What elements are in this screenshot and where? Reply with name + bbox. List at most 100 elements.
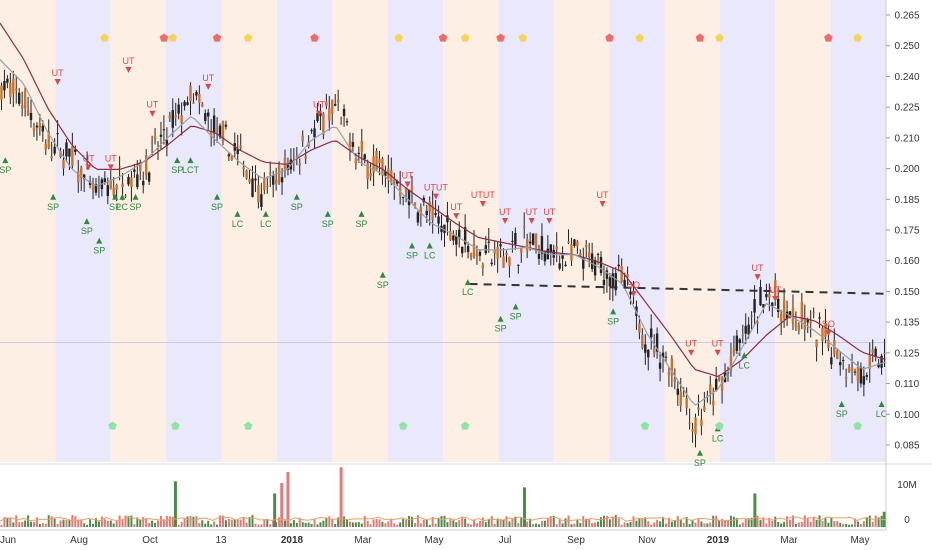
sell-label: UT bbox=[105, 153, 117, 163]
volume-bar bbox=[263, 519, 266, 527]
volume-bar bbox=[853, 518, 856, 527]
volume-bar bbox=[617, 518, 620, 527]
candle-body bbox=[641, 334, 644, 348]
candle-body bbox=[800, 301, 804, 321]
buy-label: SP bbox=[322, 219, 334, 229]
buy-arrow bbox=[324, 210, 331, 217]
buy-arrow bbox=[379, 271, 386, 278]
band-orange bbox=[221, 0, 277, 462]
volume-bar bbox=[703, 523, 706, 527]
candle-body bbox=[251, 178, 254, 197]
volume-pane bbox=[0, 463, 932, 527]
price-axis-ticks: 0.265 0.250 0.240 0.225 0.210 0.200 0.185 0.175… bbox=[886, 11, 920, 452]
volume-bar bbox=[505, 516, 508, 527]
candle-body bbox=[425, 210, 428, 215]
volume-bar bbox=[354, 522, 357, 527]
buy-label: LC bbox=[260, 219, 272, 229]
sell-arrow bbox=[205, 83, 212, 90]
candle-body bbox=[508, 256, 511, 267]
candle-body bbox=[827, 339, 830, 348]
price-tick-label: 0.125 bbox=[894, 348, 919, 359]
volume-bar bbox=[499, 518, 502, 527]
buy-label: SP bbox=[81, 226, 93, 236]
ma-slow-line bbox=[0, 22, 887, 378]
candle-body bbox=[286, 165, 290, 170]
candle-body bbox=[12, 78, 15, 94]
volume-bar bbox=[535, 523, 538, 527]
time-tick-label: Aug bbox=[70, 535, 88, 546]
candle-body bbox=[269, 172, 272, 174]
volume-bar bbox=[874, 515, 877, 527]
volume-bar bbox=[794, 523, 797, 527]
volume-bar bbox=[629, 521, 632, 527]
candle-body bbox=[596, 254, 600, 256]
candle-body bbox=[496, 247, 499, 259]
candle-body bbox=[570, 244, 573, 261]
volume-bar bbox=[839, 522, 842, 527]
buy-label: SP bbox=[171, 165, 183, 175]
volume-bar bbox=[632, 516, 635, 527]
volume-bar bbox=[375, 519, 378, 527]
volume-bar bbox=[777, 521, 780, 527]
volume-bar bbox=[789, 519, 792, 527]
candle-body bbox=[714, 378, 718, 391]
candle-body bbox=[245, 170, 248, 179]
candle-body bbox=[768, 293, 771, 298]
volume-bar bbox=[848, 524, 851, 527]
volume-bar bbox=[771, 520, 774, 527]
candle-body bbox=[109, 180, 112, 190]
candle-body bbox=[449, 231, 452, 240]
candle-body bbox=[407, 189, 411, 206]
volume-bar bbox=[3, 516, 6, 527]
candle-body bbox=[561, 255, 564, 259]
candle-body bbox=[325, 101, 328, 106]
volume-bar bbox=[127, 516, 130, 527]
candle-body bbox=[747, 324, 750, 335]
candle-body bbox=[248, 178, 251, 183]
bottom-dot bbox=[460, 421, 470, 430]
candle-body bbox=[499, 244, 502, 247]
volume-bar bbox=[478, 521, 481, 527]
candle-body bbox=[180, 115, 183, 124]
volume-bar bbox=[605, 515, 608, 527]
volume-bar bbox=[540, 521, 543, 527]
band-orange bbox=[332, 0, 388, 462]
candle-body bbox=[339, 123, 343, 125]
volume-bar bbox=[576, 519, 579, 527]
candle-body bbox=[590, 253, 594, 269]
volume-bar bbox=[552, 515, 555, 527]
buy-arrow bbox=[174, 157, 181, 164]
volume-bar bbox=[30, 521, 33, 527]
top-dot bbox=[460, 33, 470, 42]
candle-body bbox=[753, 299, 756, 313]
volume-bar bbox=[35, 517, 38, 527]
volume-bar bbox=[600, 517, 603, 527]
buy-label: SP bbox=[109, 202, 121, 212]
candle-body bbox=[260, 194, 263, 207]
volume-bar bbox=[224, 520, 227, 527]
candle-body bbox=[419, 207, 423, 217]
time-tick-label: May bbox=[425, 535, 444, 546]
volume-bar bbox=[27, 515, 30, 527]
volume-bar bbox=[198, 523, 201, 527]
buy-arrow bbox=[2, 157, 9, 164]
candle-body bbox=[490, 262, 493, 265]
sell-label: UTUT bbox=[424, 183, 448, 193]
volume-ma-line bbox=[0, 516, 887, 522]
price-tick-label: 0.210 bbox=[894, 133, 919, 144]
volume-bar bbox=[718, 520, 721, 527]
volume-bar bbox=[103, 519, 106, 527]
volume-bar bbox=[159, 515, 162, 527]
volume-bar bbox=[673, 520, 676, 527]
volume-bar bbox=[177, 524, 180, 527]
band-blue bbox=[830, 0, 886, 462]
candle-body bbox=[295, 156, 299, 158]
candle-body bbox=[254, 178, 257, 181]
candle-body bbox=[121, 183, 124, 188]
volume-bar bbox=[688, 524, 691, 527]
volume-bar bbox=[830, 517, 833, 527]
top-dot bbox=[635, 33, 644, 42]
volume-bar bbox=[230, 519, 233, 527]
volume-bar bbox=[410, 516, 413, 527]
candle-body bbox=[658, 362, 662, 369]
